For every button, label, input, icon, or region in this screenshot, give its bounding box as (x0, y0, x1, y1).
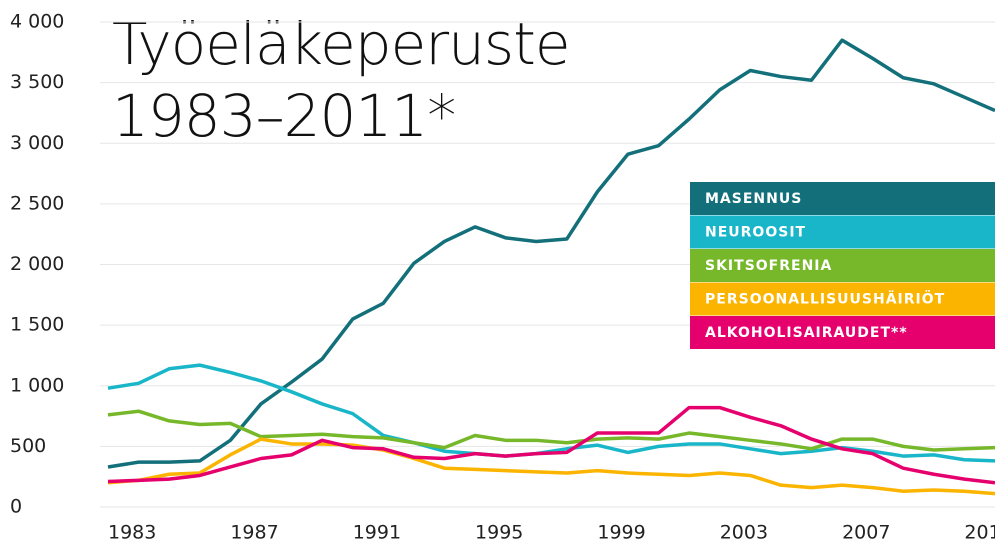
legend-swatch (690, 316, 995, 349)
y-tick-label: 2 500 (10, 192, 64, 214)
y-tick-label: 1 000 (10, 374, 64, 396)
x-tick-label: 1995 (475, 522, 523, 544)
x-tick-label: 1991 (353, 522, 401, 544)
y-tick-label: 500 (10, 435, 46, 457)
legend-label: NEUROOSIT (705, 225, 806, 241)
chart-subtitle: 1983–2011* (112, 82, 455, 150)
series-line (107, 38, 995, 469)
y-tick-label: 0 (10, 496, 22, 518)
legend-swatch (690, 215, 995, 249)
x-tick-label: 2003 (720, 522, 768, 544)
x-tick-label: 1999 (597, 522, 645, 544)
series-line (107, 409, 995, 452)
x-tick-label: 2007 (842, 522, 890, 544)
legend-label: ALKOHOLISAIRAUDET** (705, 325, 908, 341)
legend-label: PERSOONALLISUUSHÄIRIÖT (705, 290, 945, 308)
x-tick-label: 1987 (230, 522, 278, 544)
series-line (107, 437, 995, 496)
y-tick-label: 1 500 (10, 314, 64, 336)
series-line (107, 405, 995, 485)
y-tick-label: 3 000 (10, 132, 64, 154)
legend-swatch (690, 182, 995, 215)
y-tick-label: 2 000 (10, 253, 64, 275)
y-tick-label: 3 500 (10, 71, 64, 93)
chart-title: Työeläkeperuste (112, 10, 570, 78)
y-tick-label: 4 000 (10, 11, 64, 33)
legend-label: MASENNUS (705, 191, 802, 207)
legend-label: SKITSOFRENIA (705, 258, 832, 274)
x-tick-label: 1983 (108, 522, 156, 544)
x-tick-label: 2011 (964, 522, 995, 544)
legend-swatch (690, 249, 995, 282)
legend-swatch (690, 282, 995, 316)
